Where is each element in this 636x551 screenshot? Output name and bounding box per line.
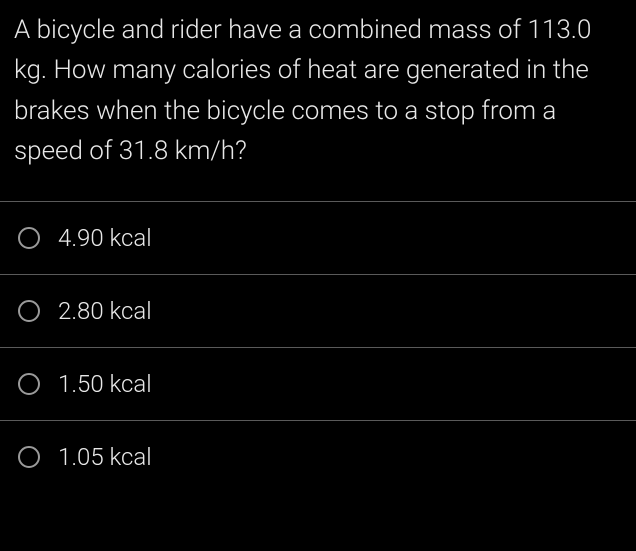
option-1[interactable]: 2.80 kcal	[0, 274, 636, 347]
option-3[interactable]: 1.05 kcal	[0, 420, 636, 493]
radio-icon	[18, 227, 40, 249]
question-text: A bicycle and rider have a combined mass…	[0, 0, 636, 201]
option-label: 4.90 kcal	[58, 224, 152, 252]
option-label: 1.05 kcal	[58, 443, 152, 471]
radio-icon	[18, 300, 40, 322]
radio-icon	[18, 373, 40, 395]
options-list: 4.90 kcal 2.80 kcal 1.50 kcal 1.05 kcal	[0, 201, 636, 493]
option-label: 1.50 kcal	[58, 370, 152, 398]
option-0[interactable]: 4.90 kcal	[0, 201, 636, 274]
radio-icon	[18, 446, 40, 468]
option-label: 2.80 kcal	[58, 297, 152, 325]
option-2[interactable]: 1.50 kcal	[0, 347, 636, 420]
